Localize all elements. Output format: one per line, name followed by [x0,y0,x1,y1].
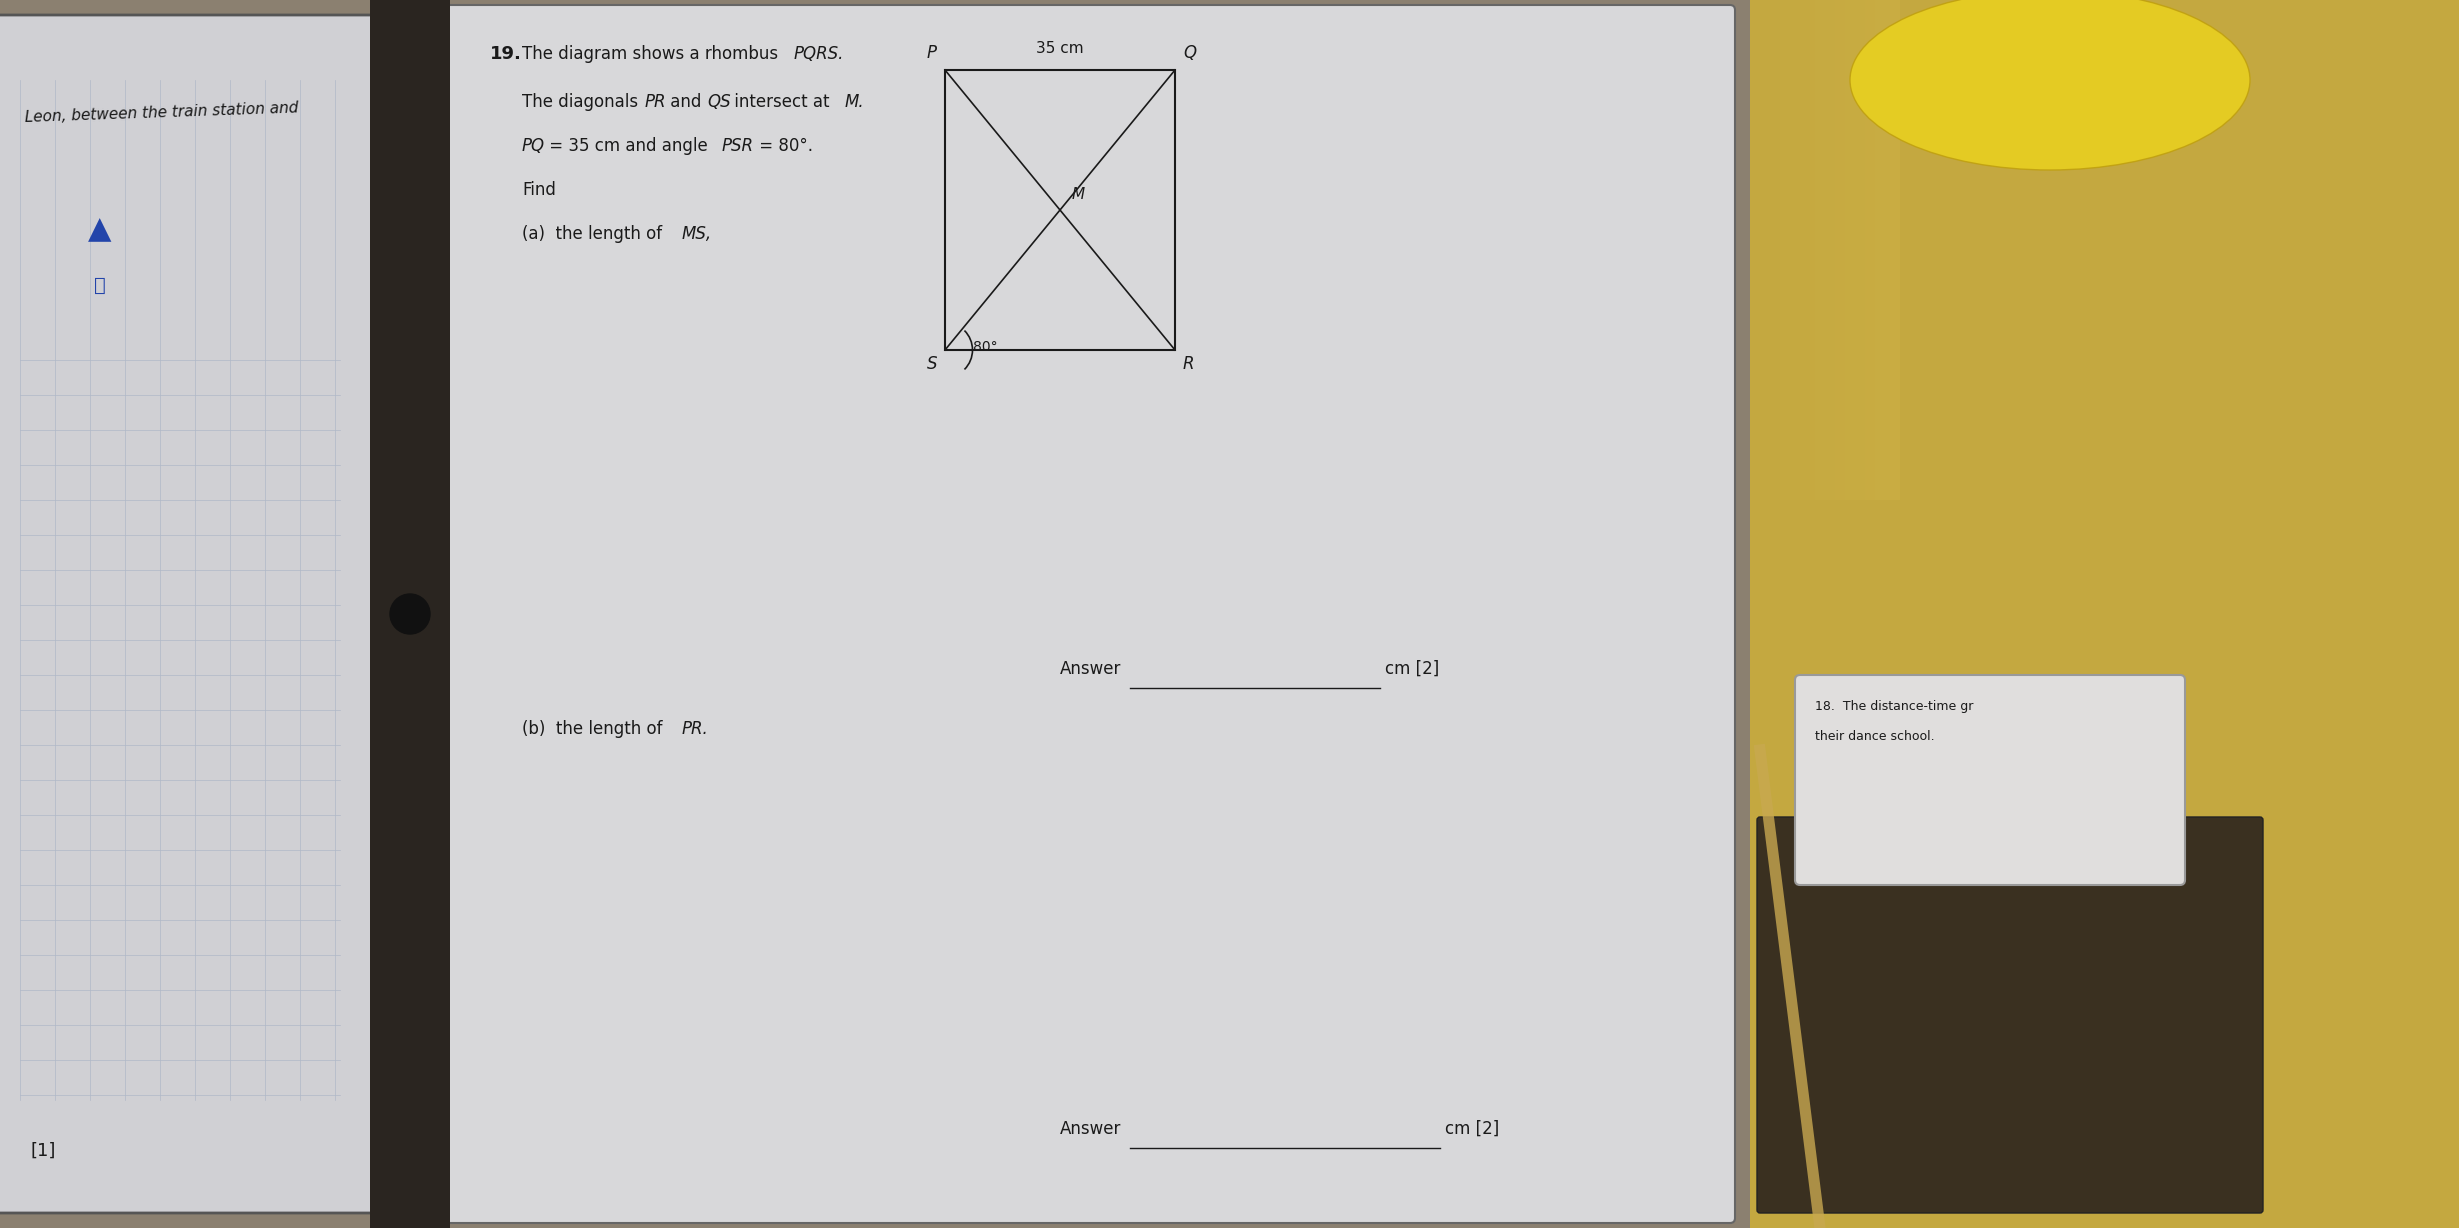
FancyBboxPatch shape [1800,0,1805,500]
FancyBboxPatch shape [1884,0,1891,500]
FancyBboxPatch shape [369,0,450,1228]
FancyBboxPatch shape [1854,0,1861,500]
FancyBboxPatch shape [484,10,489,1218]
FancyBboxPatch shape [1751,599,2459,1228]
FancyBboxPatch shape [1805,0,1810,500]
Text: and: and [664,93,706,111]
FancyBboxPatch shape [1879,0,1886,500]
Text: Q: Q [1183,44,1195,61]
FancyBboxPatch shape [1751,0,2459,700]
FancyBboxPatch shape [470,10,475,1218]
Text: Find: Find [521,181,556,199]
Text: QS: QS [708,93,730,111]
FancyBboxPatch shape [1834,0,1839,500]
FancyBboxPatch shape [1844,0,1849,500]
Text: cm [2]: cm [2] [1446,1120,1500,1138]
FancyBboxPatch shape [1795,675,2186,885]
Text: The diagram shows a rhombus: The diagram shows a rhombus [521,45,784,63]
FancyBboxPatch shape [509,10,516,1218]
FancyBboxPatch shape [480,10,484,1218]
Text: ⛺: ⛺ [93,275,106,295]
FancyBboxPatch shape [460,10,465,1218]
Text: [1]: [1] [30,1142,57,1160]
FancyBboxPatch shape [1810,0,1815,500]
FancyBboxPatch shape [1849,0,1854,500]
Text: M: M [1072,187,1084,201]
FancyBboxPatch shape [1825,0,1829,500]
Text: P: P [927,44,937,61]
Text: cm [2]: cm [2] [1384,659,1439,678]
FancyBboxPatch shape [1874,0,1881,500]
FancyBboxPatch shape [1758,817,2262,1213]
FancyBboxPatch shape [1889,0,1896,500]
FancyBboxPatch shape [519,10,526,1218]
Text: intersect at: intersect at [728,93,834,111]
FancyBboxPatch shape [1869,0,1876,500]
FancyBboxPatch shape [514,10,521,1218]
FancyBboxPatch shape [1839,0,1844,500]
FancyBboxPatch shape [1864,0,1871,500]
Text: PQ: PQ [521,138,546,155]
FancyBboxPatch shape [494,10,499,1218]
FancyBboxPatch shape [524,10,531,1218]
Text: S: S [927,355,937,373]
FancyBboxPatch shape [475,10,480,1218]
FancyBboxPatch shape [1859,0,1866,500]
Text: their dance school.: their dance school. [1815,729,1935,743]
Text: PSR: PSR [723,138,755,155]
Text: (a)  the length of: (a) the length of [521,225,666,243]
Text: 80°: 80° [974,340,998,354]
Text: = 80°.: = 80°. [755,138,814,155]
Text: Answer: Answer [1060,659,1121,678]
Text: Leon, between the train station and: Leon, between the train station and [25,99,300,124]
Text: The diagonals: The diagonals [521,93,644,111]
Text: 18.  The distance-time gr: 18. The distance-time gr [1815,700,1975,713]
Ellipse shape [1849,0,2250,169]
FancyBboxPatch shape [455,10,460,1218]
Text: R: R [1183,355,1195,373]
Text: M.: M. [846,93,866,111]
FancyBboxPatch shape [0,15,386,1213]
Text: (b)  the length of: (b) the length of [521,720,669,738]
Text: Answer: Answer [1060,1120,1121,1138]
Text: PR.: PR. [681,720,708,738]
Text: PQRS.: PQRS. [794,45,843,63]
Text: MS,: MS, [681,225,713,243]
FancyBboxPatch shape [1815,0,1820,500]
Text: 35 cm: 35 cm [1035,41,1084,56]
Text: ▲: ▲ [89,215,111,244]
Text: PR: PR [644,93,666,111]
Circle shape [391,594,430,634]
FancyBboxPatch shape [445,10,450,1218]
Text: = 35 cm and angle: = 35 cm and angle [543,138,713,155]
FancyBboxPatch shape [435,5,1736,1223]
FancyBboxPatch shape [1896,0,1901,500]
FancyBboxPatch shape [465,10,470,1218]
FancyBboxPatch shape [504,10,511,1218]
Text: 19.: 19. [489,45,521,63]
FancyBboxPatch shape [499,10,504,1218]
FancyBboxPatch shape [1829,0,1834,500]
FancyBboxPatch shape [1820,0,1825,500]
FancyBboxPatch shape [440,10,445,1218]
FancyBboxPatch shape [1751,0,2459,1228]
FancyBboxPatch shape [450,10,455,1218]
FancyBboxPatch shape [489,10,494,1218]
